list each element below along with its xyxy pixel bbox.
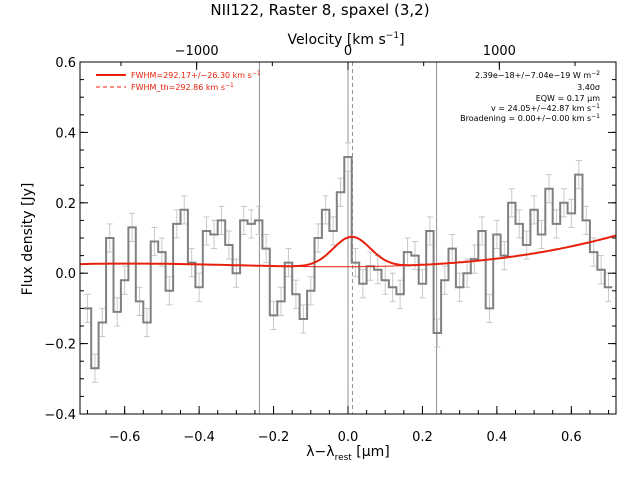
y-tick-label: −0.2 — [44, 338, 76, 353]
x-tick-label: 0.0 — [338, 430, 359, 445]
fit-curves — [80, 234, 617, 268]
annotation-eqw: EQW = 0.17 μm — [536, 94, 600, 103]
legend: FWHM=292.17+/−26.30 km s−1 FWHM_th=292.8… — [96, 70, 261, 92]
legend-label-fwhm: FWHM=292.17+/−26.30 km s−1 — [131, 70, 261, 80]
spectrum-histogram — [83, 156, 613, 370]
spectrum-step-line — [83, 156, 613, 370]
y-tick-label: 0.2 — [55, 197, 76, 212]
x-tick-label: −0.6 — [109, 430, 141, 445]
x-tick-label: 0.4 — [487, 430, 508, 445]
x-tick-label: 0.2 — [412, 430, 433, 445]
x-tick-label: −0.4 — [183, 430, 215, 445]
annotation-flux: 2.39e−18+/−7.04e−19 W m−2 — [475, 70, 600, 80]
y-tick-labels: −0.4 −0.2 0.0 0.2 0.4 0.6 — [44, 56, 76, 423]
y-tick-label: 0.4 — [55, 126, 76, 141]
x-axis-label: λ−λrest [μm] — [306, 444, 390, 463]
fit-annotations: 2.39e−18+/−7.04e−19 W m−2 3.40σ EQW = 0.… — [460, 70, 600, 123]
annotation-broadening: Broadening = 0.00+/−0.00 km s−1 — [460, 113, 600, 123]
x-tick-label: −0.2 — [258, 430, 290, 445]
annotation-velocity: v = 24.05+/−42.87 km s−1 — [491, 103, 600, 113]
top-tick-labels: −1000 0 1000 — [175, 44, 516, 59]
legend-label-fwhm-th: FWHM_th=292.86 km s−1 — [131, 82, 234, 92]
x-tick-label: 0.6 — [561, 430, 582, 445]
y-tick-label: 0.6 — [55, 56, 76, 71]
top-tick-label: −1000 — [175, 44, 219, 59]
y-tick-label: −0.4 — [44, 408, 76, 423]
chart-title: NII122, Raster 8, spaxel (3,2) — [210, 1, 429, 19]
top-tick-label: 0 — [344, 44, 352, 59]
gaussian-fit-line — [80, 234, 617, 268]
top-axis-label: Velocity [km s−1] — [287, 31, 404, 48]
top-tick-label: 1000 — [483, 44, 516, 59]
axis-ticks — [80, 61, 616, 415]
annotation-sigma: 3.40σ — [577, 83, 600, 92]
y-tick-label: 0.0 — [55, 267, 76, 282]
x-tick-labels: −0.6 −0.4 −0.2 0.0 0.2 0.4 0.6 — [109, 430, 582, 445]
y-axis-label: Flux density [Jy] — [20, 183, 36, 296]
